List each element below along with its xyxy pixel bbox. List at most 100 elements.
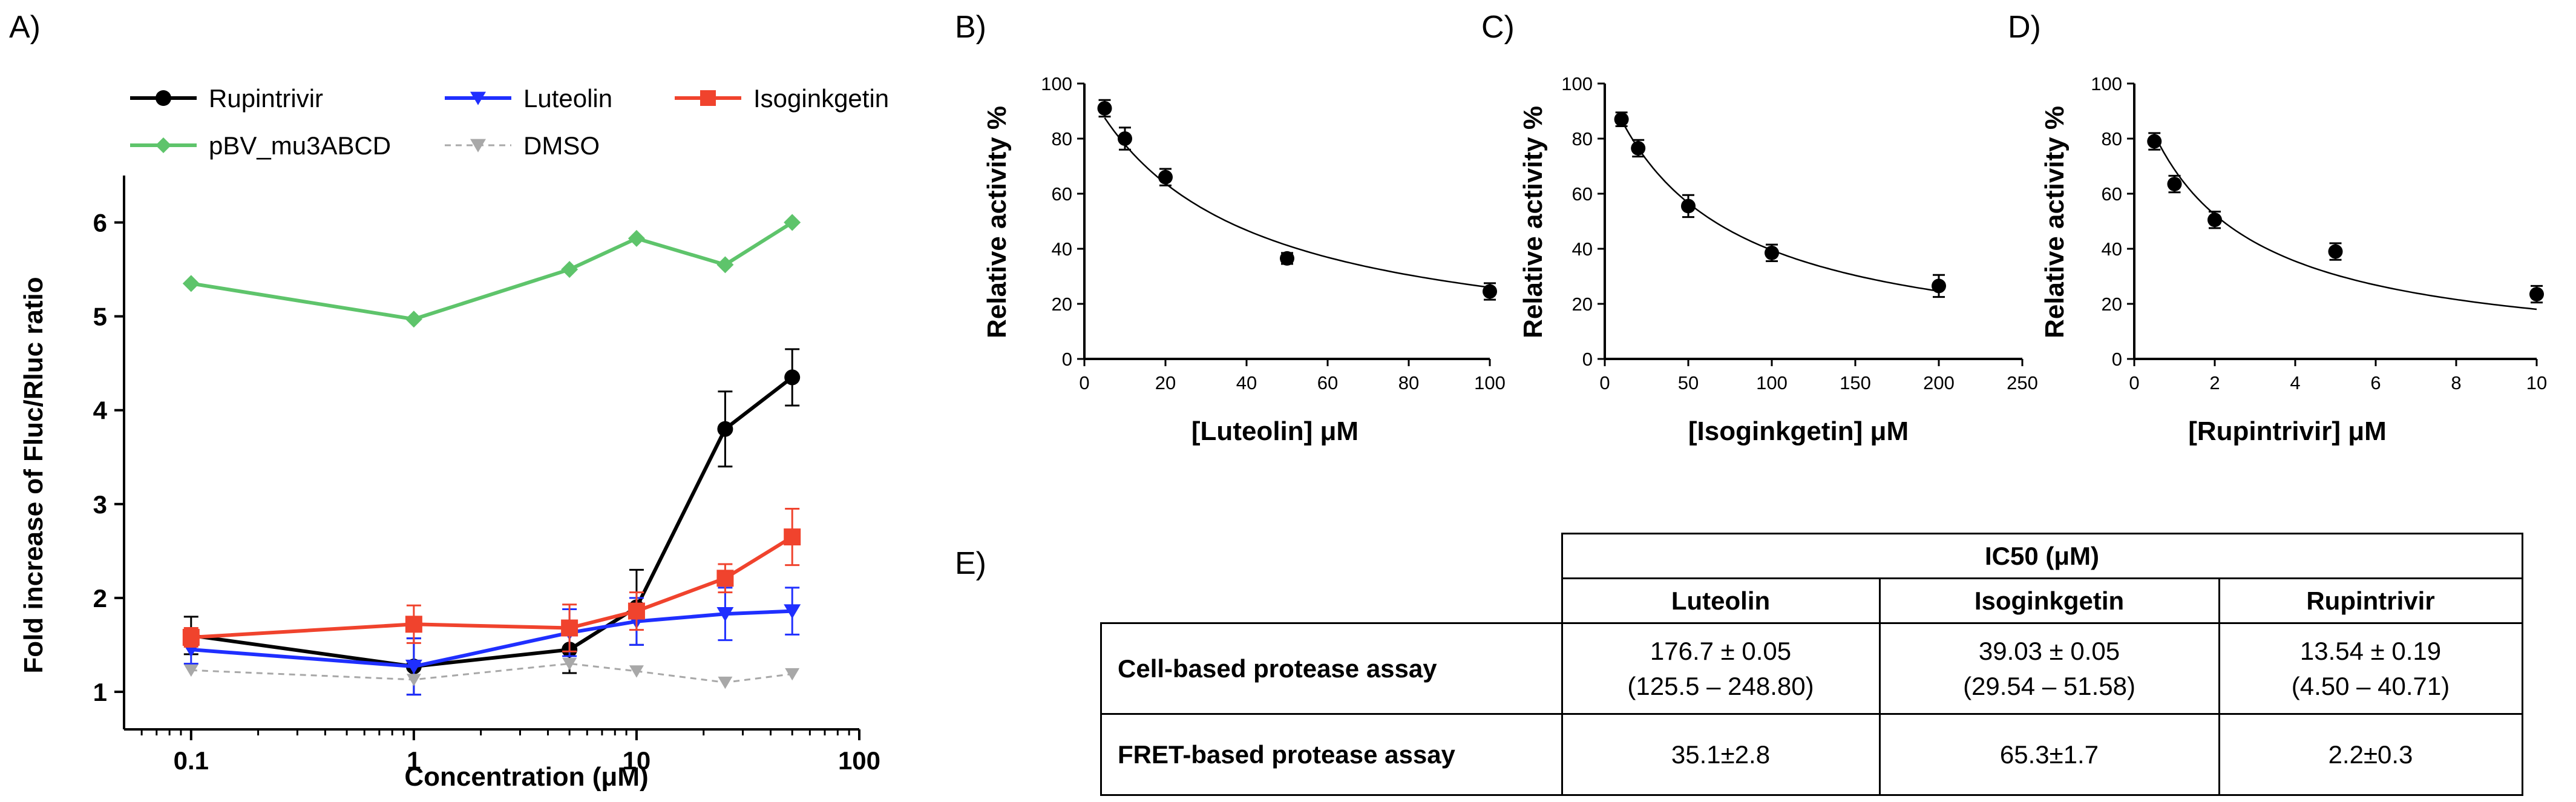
table-row: FRET-based protease assay 35.1±2.8 65.3±… [1100, 713, 2523, 796]
legend-marker [700, 90, 716, 106]
chart-d-axes: 0 20 40 60 80 100 0 2 4 6 8 10 [2091, 73, 2547, 393]
data-point [716, 607, 734, 622]
table-cell-value: 39.03 ± 0.05 [1978, 636, 2120, 665]
fit-curve [1621, 119, 1939, 292]
data-point [629, 665, 644, 678]
chart-a-xtick-label: 0.1 [174, 746, 209, 775]
chart-c-ytick-label: 60 [1572, 183, 1593, 205]
table-corner-2 [1101, 578, 1563, 624]
chart-d-xlabel: [Rupintrivir] μM [2188, 416, 2387, 446]
chart-b-xtick-label: 20 [1155, 372, 1176, 393]
chart-b: 0 20 40 60 80 100 0 20 40 60 80 100 [Luteolin] μM R… [982, 73, 1506, 446]
panel-label-e: E) [955, 546, 986, 581]
chart-d-xtick-label: 0 [2129, 372, 2139, 393]
data-point [182, 629, 200, 646]
data-point [1158, 169, 1173, 185]
chart-b-xlabel: [Luteolin] μM [1191, 416, 1358, 446]
table-col-header: Luteolin [1561, 577, 1881, 624]
data-point [718, 676, 733, 689]
chart-d-xtick-label: 8 [2451, 372, 2461, 393]
data-point [784, 369, 801, 386]
fit-curve [1104, 117, 1490, 289]
table-cell: 13.54 ± 0.19 (4.50 – 40.71) [2218, 622, 2523, 715]
chart-b-xtick-label: 60 [1317, 372, 1338, 393]
chart-d-ytick-label: 40 [2102, 238, 2122, 260]
chart-b-axes: 0 20 40 60 80 100 0 20 40 60 80 100 [1041, 73, 1506, 393]
table-cell-value: 35.1±2.8 [1671, 740, 1771, 769]
chart-d-ytick-label: 100 [2091, 73, 2122, 94]
legend-marker [470, 91, 486, 105]
chart-b-ytick-label: 100 [1041, 73, 1072, 94]
chart-c-axes: 0 20 40 60 80 100 0 50 100 150 200 250 [1561, 73, 2038, 393]
table-header: IC50 (μM) [1561, 533, 2523, 579]
legend-entry: Luteolin [523, 84, 612, 113]
chart-a-axes: 1 2 3 4 5 6 0.1 1 10 100 [93, 176, 880, 775]
chart-a-ytick-label: 3 [93, 490, 107, 519]
chart-a-legend: Rupintrivir Luteolin Isoginkgetin pBV_mu3AB… [130, 84, 889, 160]
data-point [717, 421, 733, 437]
chart-a-ytick-label: 6 [93, 209, 107, 237]
legend-marker [470, 139, 486, 153]
chart-d-plot [2147, 132, 2544, 311]
table-row-label: FRET-based protease assay [1100, 713, 1563, 796]
chart-c-xtick-label: 50 [1678, 372, 1699, 393]
chart-a-xtick-label: 100 [838, 746, 880, 775]
data-point [561, 261, 578, 278]
data-point [785, 668, 800, 681]
ic50-table: IC50 (μM) Luteolin Isoginkgetin Rupintri… [1100, 533, 2523, 796]
chart-d-ytick-label: 20 [2102, 294, 2122, 315]
data-point [1681, 199, 1696, 214]
chart-d-ytick-label: 60 [2102, 183, 2122, 205]
data-point [784, 604, 801, 619]
table-row: Cell-based protease assay 176.7 ± 0.05 (… [1100, 622, 2523, 715]
chart-d-xtick-label: 10 [2526, 372, 2547, 393]
table-cell-value: 2.2±0.3 [2328, 740, 2413, 769]
data-point [561, 619, 578, 637]
table-cell-range: (4.50 – 40.71) [2291, 671, 2450, 700]
data-point [1483, 284, 1497, 299]
data-point [2167, 177, 2182, 192]
panel-label-c: C) [1481, 10, 1515, 45]
chart-c-xtick-label: 0 [1599, 372, 1610, 393]
chart-b-xtick-label: 80 [1398, 372, 1419, 393]
table-cell: 65.3±1.7 [1878, 713, 2220, 796]
data-point [716, 570, 734, 587]
table-cell-range: (125.5 – 248.80) [1627, 671, 1814, 700]
table-cell: 35.1±2.8 [1561, 713, 1881, 796]
table-row-label: Cell-based protease assay [1100, 622, 1563, 715]
data-point [2529, 287, 2544, 302]
data-point [784, 528, 801, 546]
data-point [2328, 244, 2343, 259]
chart-b-ytick-label: 60 [1052, 183, 1072, 205]
table-cell-range: (29.54 – 51.58) [1963, 671, 2135, 700]
table-cell: 39.03 ± 0.05 (29.54 – 51.58) [1878, 622, 2220, 715]
data-point [183, 664, 198, 677]
series-line [191, 221, 793, 321]
legend-entry: Isoginkgetin [753, 84, 889, 113]
data-point [1932, 278, 1946, 294]
data-point [784, 214, 801, 231]
panel-label-d: D) [2008, 10, 2041, 45]
chart-b-ytick-label: 20 [1052, 294, 1072, 315]
table-cell-value: 65.3±1.7 [1999, 740, 2099, 769]
data-point [2147, 134, 2162, 149]
chart-c-ytick-label: 80 [1572, 128, 1593, 150]
chart-a: Rupintrivir Luteolin Isoginkgetin pBV_mu3AB… [19, 84, 889, 792]
legend-entry: DMSO [523, 131, 600, 160]
data-point [716, 256, 734, 274]
chart-d-xtick-label: 6 [2370, 372, 2381, 393]
chart-c-xtick-label: 150 [1840, 372, 1871, 393]
chart-c-ylabel: Relative activity % [1518, 106, 1548, 338]
table-cell: 176.7 ± 0.05 (125.5 – 248.80) [1561, 622, 1881, 715]
legend-marker [156, 137, 171, 153]
table-col-header: Isoginkgetin [1878, 577, 2220, 624]
chart-d-ytick-label: 80 [2102, 128, 2122, 150]
legend-entry: pBV_mu3ABCD [209, 131, 391, 160]
chart-a-ytick-label: 1 [93, 678, 107, 706]
table-corner [1101, 533, 1563, 579]
legend-entry: Rupintrivir [209, 84, 323, 113]
chart-b-ytick-label: 80 [1052, 128, 1072, 150]
table-col-header: Rupintrivir [2218, 577, 2523, 624]
data-point [1118, 131, 1132, 146]
